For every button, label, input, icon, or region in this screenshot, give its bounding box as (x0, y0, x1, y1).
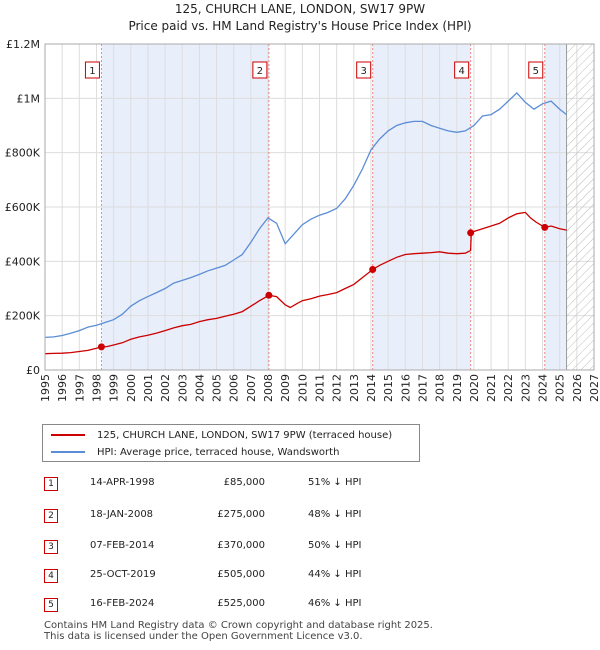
sale-date: 25-OCT-2019 (90, 569, 156, 580)
sale-date: 16-FEB-2024 (90, 598, 155, 609)
table-row: 3 07-FEB-2014 £370,000 50% ↓ HPI (40, 537, 440, 555)
x-tick-label: 1995 (39, 374, 52, 402)
table-row: 4 25-OCT-2019 £505,000 44% ↓ HPI (40, 566, 440, 584)
chart-subtitle: Price paid vs. HM Land Registry's House … (128, 19, 472, 33)
x-tick-label: 2001 (142, 374, 155, 402)
sale-number-badge: 2 (44, 509, 58, 523)
x-tick-label: 2026 (571, 374, 584, 402)
sale-price: £275,000 (217, 509, 265, 520)
x-tick-label: 2005 (211, 374, 224, 402)
forecast-hatch (566, 44, 594, 370)
sale-label-box (252, 61, 268, 79)
x-tick-label: 2015 (382, 374, 395, 402)
sale-point (541, 223, 549, 231)
x-tick-label: 2027 (588, 374, 600, 402)
legend-item-hpi: HPI: Average price, terraced house, Wand… (51, 444, 339, 460)
x-tick-label: 2009 (279, 374, 292, 402)
footer: Contains HM Land Registry data © Crown c… (44, 620, 433, 642)
sale-label-number: 2 (257, 66, 263, 77)
x-tick-label: 2020 (468, 374, 481, 402)
x-tick-label: 1996 (56, 374, 69, 402)
x-tick-label: 2016 (399, 374, 412, 402)
sale-number-badge: 1 (44, 477, 58, 491)
sale-hpi-diff: 44% ↓ HPI (308, 569, 362, 580)
x-tick-label: 1998 (90, 374, 103, 402)
x-tick-label: 2024 (537, 374, 550, 402)
sale-hpi-diff: 48% ↓ HPI (308, 509, 362, 520)
x-tick-label: 2006 (228, 374, 241, 402)
sale-price: £525,000 (217, 598, 265, 609)
legend-property-label: 125, CHURCH LANE, LONDON, SW17 9PW (terr… (97, 429, 393, 441)
sale-point (467, 229, 475, 237)
sale-date: 07-FEB-2014 (90, 540, 155, 551)
sale-date: 14-APR-1998 (90, 477, 155, 488)
x-tick-label: 2010 (296, 374, 309, 402)
x-tick-label: 2002 (159, 374, 172, 402)
property-line-swatch (51, 434, 85, 436)
sale-price: £85,000 (223, 477, 265, 488)
x-tick-label: 2018 (434, 374, 447, 402)
x-tick-label: 2003 (176, 374, 189, 402)
x-tick-label: 2004 (193, 374, 206, 402)
table-row: 2 18-JAN-2008 £275,000 48% ↓ HPI (40, 506, 440, 524)
table-row: 1 14-APR-1998 £85,000 51% ↓ HPI (40, 474, 440, 492)
y-tick-label: £0 (26, 364, 40, 377)
sale-number-badge: 5 (44, 598, 58, 612)
footer-copyright: Contains HM Land Registry data © Crown c… (44, 620, 433, 631)
sale-hpi-diff: 46% ↓ HPI (308, 598, 362, 609)
y-tick-label: £200K (5, 310, 41, 323)
hpi-line-swatch (51, 451, 85, 453)
sale-label-box (454, 61, 470, 79)
sale-point (369, 265, 377, 273)
table-row: 5 16-FEB-2024 £525,000 46% ↓ HPI (40, 595, 440, 613)
sale-point (265, 291, 273, 299)
legend-item-property: 125, CHURCH LANE, LONDON, SW17 9PW (terr… (51, 427, 392, 443)
x-tick-label: 2025 (554, 374, 567, 402)
x-tick-label: 1999 (108, 374, 121, 402)
sale-label-number: 4 (458, 66, 464, 77)
x-tick-label: 2007 (245, 374, 258, 402)
x-tick-label: 2023 (519, 374, 532, 402)
x-tick-label: 1997 (73, 374, 86, 402)
x-tick-label: 2017 (416, 374, 429, 402)
sale-label-number: 3 (360, 66, 366, 77)
sale-label-box (84, 61, 100, 79)
y-tick-label: £600K (5, 201, 41, 214)
sale-label-box (356, 61, 372, 79)
sale-point (97, 343, 105, 351)
y-tick-label: £1M (17, 92, 41, 105)
price-chart: 1 2 3 4 5 £0 £200K £400K £600K £800K £1M £1.2M 1995… (5, 38, 600, 402)
chart-title: 125, CHURCH LANE, LONDON, SW17 9PW (174, 2, 426, 16)
x-tick-label: 2021 (485, 374, 498, 402)
x-tick-label: 2012 (331, 374, 344, 402)
x-tick-label: 2000 (125, 374, 138, 402)
sale-hpi-diff: 51% ↓ HPI (308, 477, 362, 488)
sale-label-box (528, 61, 544, 79)
hpi-line (44, 91, 568, 339)
sale-hpi-diff: 50% ↓ HPI (308, 540, 362, 551)
footer-license: This data is licensed under the Open Gov… (44, 631, 363, 642)
x-tick-label: 2022 (502, 374, 515, 402)
sale-price: £505,000 (217, 569, 265, 580)
x-tick-label: 2014 (365, 374, 378, 402)
sale-number-badge: 4 (44, 569, 58, 583)
sale-label-number: 1 (89, 66, 95, 77)
x-tick-label: 2008 (262, 374, 275, 402)
sale-number-badge: 3 (44, 540, 58, 554)
sale-price: £370,000 (217, 540, 265, 551)
x-tick-label: 2011 (314, 374, 327, 402)
y-tick-label: £400K (5, 255, 41, 268)
legend: 125, CHURCH LANE, LONDON, SW17 9PW (terr… (42, 424, 420, 462)
y-tick-label: £800K (5, 147, 41, 160)
plot-frame (44, 43, 595, 371)
sale-label-number: 5 (533, 66, 539, 77)
x-tick-label: 2019 (451, 374, 464, 402)
legend-hpi-label: HPI: Average price, terraced house, Wand… (97, 446, 340, 458)
x-tick-label: 2013 (348, 374, 361, 402)
sale-date: 18-JAN-2008 (90, 509, 154, 520)
property-price-line (44, 211, 567, 355)
y-tick-label: £1.2M (6, 38, 40, 51)
